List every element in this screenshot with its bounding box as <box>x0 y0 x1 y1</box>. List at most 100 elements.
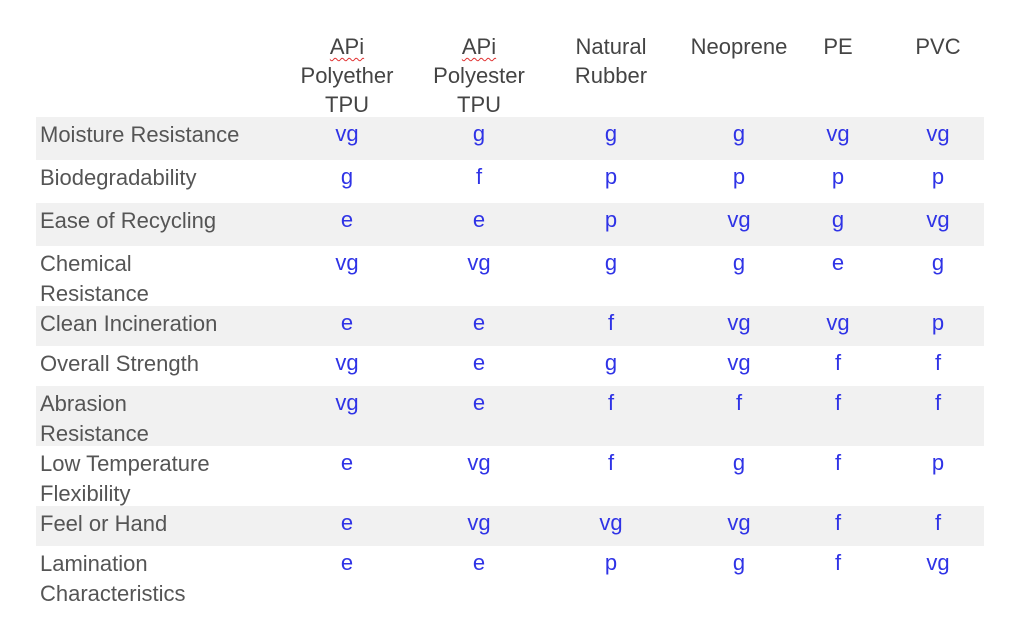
rating-cell: f <box>607 310 615 335</box>
rating-cell: vg <box>926 121 950 146</box>
rating-cell: p <box>931 310 945 335</box>
header-line: TPU <box>457 92 501 117</box>
rating-cell: f <box>834 510 842 535</box>
comparison-table: APi Polyether TPU APi Polyester TPU Natu… <box>36 28 984 606</box>
rating-cell: g <box>732 250 746 275</box>
rating-cell: f <box>934 390 942 415</box>
rating-cell: p <box>604 164 618 189</box>
column-header-natural-rubber: Natural Rubber <box>546 28 676 117</box>
rating-cell: g <box>931 250 945 275</box>
row-label: Overall Strength <box>36 346 282 379</box>
rating-cell: vg <box>335 390 359 415</box>
row-label: Biodegradability <box>36 160 282 193</box>
table-row-clean-incineration: Clean Incineration e e f vg vg p <box>36 306 984 346</box>
rating-cell: g <box>732 550 746 575</box>
row-label-line: Ease of Recycling <box>40 208 217 233</box>
rating-cell: f <box>834 390 842 415</box>
rating-cell: g <box>340 164 354 189</box>
table-row-low-temperature-flexibility: Low Temperature Flexibility e vg f g f p <box>36 446 984 506</box>
column-header-api-polyester-tpu: APi Polyester TPU <box>412 28 546 117</box>
table-row-feel-or-hand: Feel or Hand e vg vg vg f f <box>36 506 984 546</box>
row-label: Ease of Recycling <box>36 203 282 236</box>
rating-cell: p <box>732 164 746 189</box>
header-line: APi <box>461 34 497 59</box>
rating-cell: vg <box>335 121 359 146</box>
rating-cell: f <box>934 350 942 375</box>
rating-cell: vg <box>727 510 751 535</box>
row-label: Chemical Resistance <box>36 246 282 309</box>
row-label: Feel or Hand <box>36 506 282 539</box>
rating-cell: e <box>340 207 354 232</box>
row-label-line: Resistance <box>40 281 149 306</box>
row-label-line: Clean Incineration <box>40 311 218 336</box>
rating-cell: vg <box>467 250 491 275</box>
row-label-line: Overall Strength <box>40 351 199 376</box>
rating-cell: vg <box>727 207 751 232</box>
row-label-line: Moisture Resistance <box>40 122 240 147</box>
rating-cell: p <box>831 164 845 189</box>
row-label-line: Chemical <box>40 251 132 276</box>
row-label-line: Characteristics <box>40 581 186 606</box>
rating-cell: vg <box>335 250 359 275</box>
rating-cell: g <box>732 450 746 475</box>
rating-cell: vg <box>926 550 950 575</box>
row-label-line: Low Temperature <box>40 451 210 476</box>
table-row-ease-of-recycling: Ease of Recycling e e p vg g vg <box>36 203 984 246</box>
rating-cell: vg <box>599 510 623 535</box>
header-line: Natural <box>575 34 647 59</box>
rating-cell: g <box>472 121 486 146</box>
row-label: Clean Incineration <box>36 306 282 339</box>
row-label: Moisture Resistance <box>36 117 282 150</box>
rating-cell: e <box>340 450 354 475</box>
rating-cell: e <box>472 390 486 415</box>
rating-cell: e <box>831 250 845 275</box>
rating-cell: e <box>472 350 486 375</box>
column-header-api-polyether-tpu: APi Polyether TPU <box>282 28 412 117</box>
rating-cell: p <box>931 450 945 475</box>
rating-cell: e <box>472 550 486 575</box>
row-label: Abrasion Resistance <box>36 386 282 449</box>
rating-cell: e <box>472 310 486 335</box>
column-header-neoprene: Neoprene <box>676 28 802 117</box>
rating-cell: vg <box>335 350 359 375</box>
rating-cell: vg <box>467 450 491 475</box>
header-line: PVC <box>915 34 961 59</box>
rating-cell: e <box>340 550 354 575</box>
table-row-overall-strength: Overall Strength vg e g vg f f <box>36 346 984 386</box>
rating-cell: f <box>607 450 615 475</box>
table-row-moisture-resistance: Moisture Resistance vg g g g vg vg <box>36 117 984 160</box>
rating-cell: f <box>934 510 942 535</box>
table-row-abrasion-resistance: Abrasion Resistance vg e f f f f <box>36 386 984 446</box>
column-header-pe: PE <box>802 28 884 117</box>
header-corner <box>36 28 282 117</box>
rating-cell: g <box>604 350 618 375</box>
rating-cell: vg <box>727 310 751 335</box>
rating-cell: p <box>604 550 618 575</box>
rating-cell: p <box>931 164 945 189</box>
rating-cell: f <box>834 450 842 475</box>
rating-cell: f <box>607 390 615 415</box>
rating-cell: vg <box>467 510 491 535</box>
header-line: TPU <box>325 92 369 117</box>
header-line: APi <box>329 34 365 59</box>
table-row-lamination-characteristics: Lamination Characteristics e e p g f vg <box>36 546 984 606</box>
rating-cell: f <box>834 350 842 375</box>
rating-cell: g <box>732 121 746 146</box>
row-label: Low Temperature Flexibility <box>36 446 282 509</box>
header-line: PE <box>823 34 853 59</box>
rating-cell: g <box>604 121 618 146</box>
row-label: Lamination Characteristics <box>36 546 282 609</box>
row-label-line: Abrasion <box>40 391 127 416</box>
table-row-chemical-resistance: Chemical Resistance vg vg g g e g <box>36 246 984 306</box>
table-row-biodegradability: Biodegradability g f p p p p <box>36 160 984 203</box>
rating-cell: vg <box>826 310 850 335</box>
header-line: Neoprene <box>690 34 788 59</box>
rating-cell: e <box>340 310 354 335</box>
rating-cell: e <box>472 207 486 232</box>
row-label-line: Lamination <box>40 551 148 576</box>
rating-cell: vg <box>727 350 751 375</box>
rating-cell: g <box>604 250 618 275</box>
rating-cell: f <box>475 164 483 189</box>
row-label-line: Feel or Hand <box>40 511 168 536</box>
header-line: Rubber <box>574 63 648 88</box>
